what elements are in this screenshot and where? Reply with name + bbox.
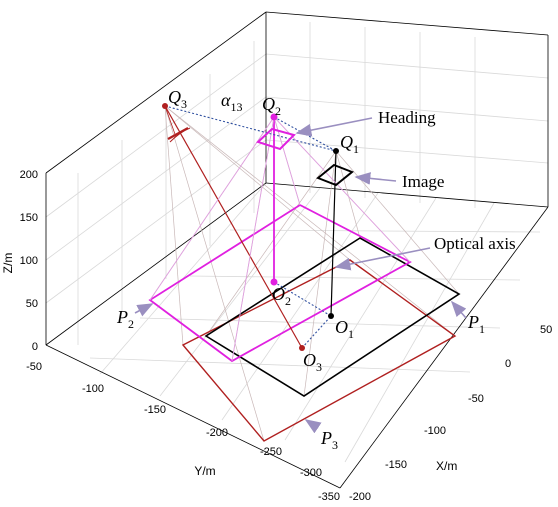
point-q3	[162, 103, 168, 109]
y-axis-label: Y/m	[194, 464, 215, 478]
x-tick-minus50: -50	[468, 393, 484, 405]
z-tick-150: 150	[20, 212, 38, 224]
label-p3: P3	[320, 428, 338, 452]
x-axis-label: X/m	[436, 459, 457, 473]
label-q2: Q2	[262, 94, 281, 118]
y-tick-minus300: -300	[300, 467, 322, 479]
point-o3	[299, 345, 305, 351]
label-q1: Q1	[340, 132, 359, 156]
footprint-p1	[204, 237, 461, 397]
x-tick-minus100: -100	[424, 425, 446, 437]
footprint-p2	[148, 203, 412, 363]
y-axis-ticks: -50 -100 -150 -200 -250 -300 -350 Y/m	[26, 361, 340, 503]
label-alpha13: α13	[221, 90, 242, 114]
heading-label: Heading	[378, 108, 436, 127]
image-planes	[164, 105, 354, 187]
image-label: Image	[402, 172, 444, 191]
x-tick-50: 50	[540, 324, 552, 336]
point-labels: Q3 Q2 Q1 α13 O2 O1 O3 P1 P2 P3	[116, 87, 485, 452]
footprint-p3	[181, 259, 457, 442]
x-tick-minus150: -150	[385, 459, 407, 471]
points	[162, 103, 339, 351]
label-q3: Q3	[168, 87, 187, 111]
optical-axis-label: Optical axis	[434, 234, 516, 253]
z-tick-0: 0	[32, 341, 38, 353]
point-o1	[328, 313, 334, 319]
z-tick-50: 50	[26, 298, 38, 310]
x-tick-0: 0	[505, 358, 511, 370]
z-axis-label: Z/m	[1, 253, 15, 274]
label-p1: P1	[467, 312, 485, 336]
callout-arrows	[134, 117, 467, 434]
y-tick-minus200: -200	[206, 427, 228, 439]
z-axis-ticks: 200 150 100 50 0 Z/m	[1, 169, 38, 353]
y-tick-minus250: -250	[260, 446, 282, 458]
label-o1: O1	[335, 317, 354, 341]
y-tick-minus350: -350	[318, 491, 340, 503]
point-q2	[270, 113, 278, 121]
label-o3: O3	[303, 350, 322, 374]
x-tick-minus200: -200	[349, 491, 371, 503]
y-tick-minus150: -150	[144, 404, 166, 416]
point-o2	[270, 278, 278, 286]
point-q1	[333, 148, 339, 154]
label-p2: P2	[116, 307, 134, 331]
y-tick-minus50: -50	[26, 361, 42, 373]
callout-labels: Heading Image Optical axis	[378, 108, 516, 253]
heading-lines	[164, 105, 337, 349]
z-tick-100: 100	[20, 255, 38, 267]
label-o2: O2	[272, 284, 291, 308]
z-tick-200: 200	[20, 169, 38, 181]
optical-axes	[149, 105, 411, 362]
y-tick-minus100: -100	[82, 383, 104, 395]
box-grid	[45, 11, 549, 489]
x-axis-ticks: 50 0 -50 -100 -150 -200 X/m	[349, 324, 552, 503]
